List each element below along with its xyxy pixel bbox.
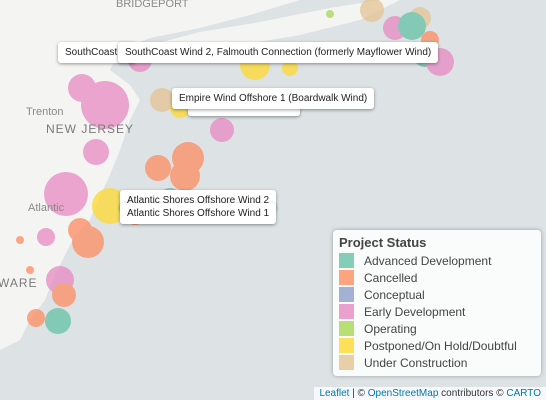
legend: Project Status Advanced Development Cance…	[333, 230, 541, 376]
tooltip: Atlantic Shores Offshore Wind 1	[120, 203, 277, 224]
marker[interactable]	[326, 10, 334, 18]
marker[interactable]	[360, 0, 384, 22]
marker[interactable]	[150, 88, 174, 112]
legend-entry: Early Development	[339, 303, 535, 320]
legend-label: Advanced Development	[364, 253, 492, 268]
legend-entry: Under Construction	[339, 354, 535, 371]
place-label: Atlantic	[28, 202, 65, 214]
marker[interactable]	[282, 60, 298, 76]
marker[interactable]	[27, 309, 45, 327]
legend-label: Under Construction	[364, 355, 468, 370]
legend-swatch	[339, 287, 354, 302]
marker[interactable]	[45, 308, 71, 334]
state-label: WARE	[0, 276, 38, 290]
legend-swatch	[339, 338, 354, 353]
marker[interactable]	[83, 139, 109, 165]
tooltip: SouthCoast Wind 2, Falmouth Connection (…	[118, 42, 439, 63]
marker[interactable]	[81, 81, 129, 129]
text: contributors ©	[441, 388, 504, 399]
legend-entry: Postponed/On Hold/Doubtful	[339, 337, 535, 354]
legend-swatch	[339, 304, 354, 319]
place-label: Trenton	[26, 106, 64, 118]
link[interactable]: CARTO	[506, 388, 541, 399]
legend-entry: Cancelled	[339, 269, 535, 286]
legend-entry: Advanced Development	[339, 252, 535, 269]
marker[interactable]	[145, 155, 171, 181]
legend-label: Early Development	[364, 304, 466, 319]
link[interactable]: OpenStreetMap	[367, 388, 439, 399]
legend-label: Operating	[364, 321, 417, 336]
legend-entry: Operating	[339, 320, 535, 337]
marker[interactable]	[398, 12, 426, 40]
legend-label: Cancelled	[364, 270, 418, 285]
tooltip: Empire Wind Offshore 1 (Boardwalk Wind)	[172, 88, 375, 109]
marker[interactable]	[92, 188, 128, 224]
legend-swatch	[339, 270, 354, 285]
legend-title: Project Status	[339, 235, 427, 250]
place-label: BRIDGEPORT	[116, 0, 189, 10]
legend-swatch	[339, 253, 354, 268]
marker[interactable]	[170, 161, 200, 191]
legend-swatch	[339, 355, 354, 370]
marker[interactable]	[52, 283, 76, 307]
legend-label: Postponed/On Hold/Doubtful	[364, 338, 517, 353]
tooltip: SouthCoast W	[58, 42, 137, 63]
state-label: NEW JERSEY	[46, 122, 135, 136]
marker[interactable]	[16, 236, 24, 244]
long-island	[150, 0, 400, 52]
marker[interactable]	[72, 226, 104, 258]
legend-label: Conceptual	[364, 287, 425, 302]
land	[0, 0, 546, 350]
text: | ©	[352, 388, 365, 399]
legend-swatch	[339, 321, 354, 336]
marker[interactable]	[37, 228, 55, 246]
marker[interactable]	[44, 172, 88, 216]
attribution: Leaflet | © OpenStreetMap contributors ©…	[314, 387, 546, 400]
marker[interactable]	[210, 118, 234, 142]
link[interactable]: Leaflet	[319, 388, 350, 399]
legend-entry: Conceptual	[339, 286, 535, 303]
marker[interactable]	[26, 266, 34, 274]
